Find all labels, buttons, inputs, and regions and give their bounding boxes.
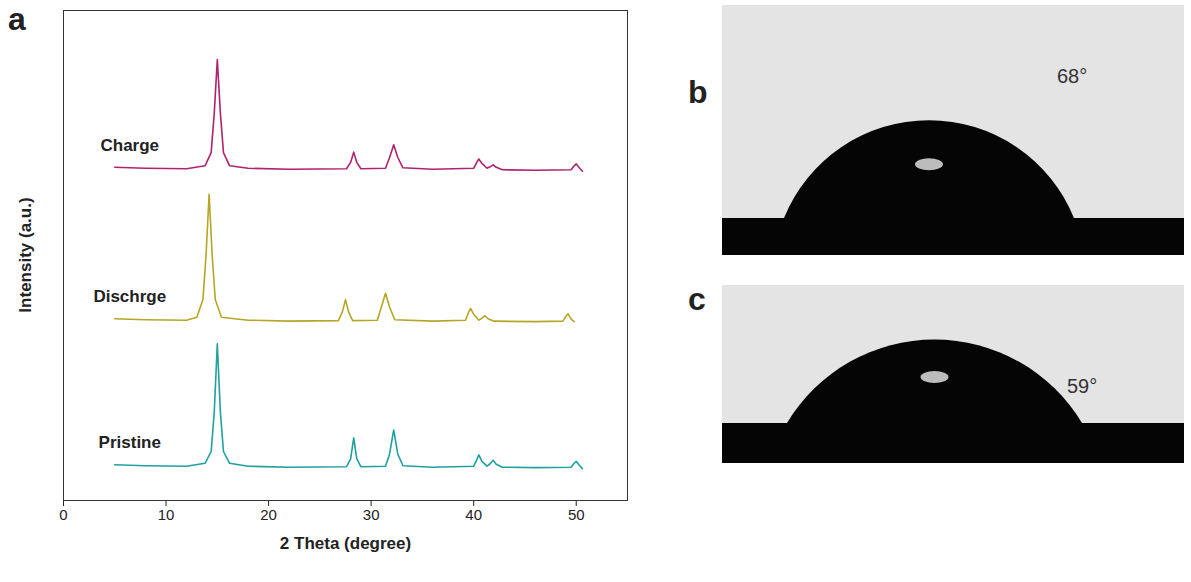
svg-text:Charge: Charge [100, 136, 159, 155]
svg-text:40: 40 [465, 506, 482, 523]
svg-text:Dischrge: Dischrge [93, 287, 166, 306]
html-text:b: b [688, 74, 708, 110]
html-text:Intensity (a.u.): Intensity (a.u.) [16, 197, 35, 313]
svg-text:59°: 59° [1067, 375, 1097, 397]
html-text:c: c [688, 281, 706, 317]
svg-text:30: 30 [363, 506, 380, 523]
svg-text:50: 50 [568, 506, 585, 523]
svg-text:Pristine: Pristine [99, 433, 161, 452]
svg-text:20: 20 [260, 506, 277, 523]
svg-text:0: 0 [59, 506, 67, 523]
svg-text:10: 10 [158, 506, 175, 523]
html-text:a: a [8, 1, 26, 37]
svg-text:2 Theta (degree): 2 Theta (degree) [280, 534, 411, 553]
svg-text:68°: 68° [1057, 65, 1087, 87]
